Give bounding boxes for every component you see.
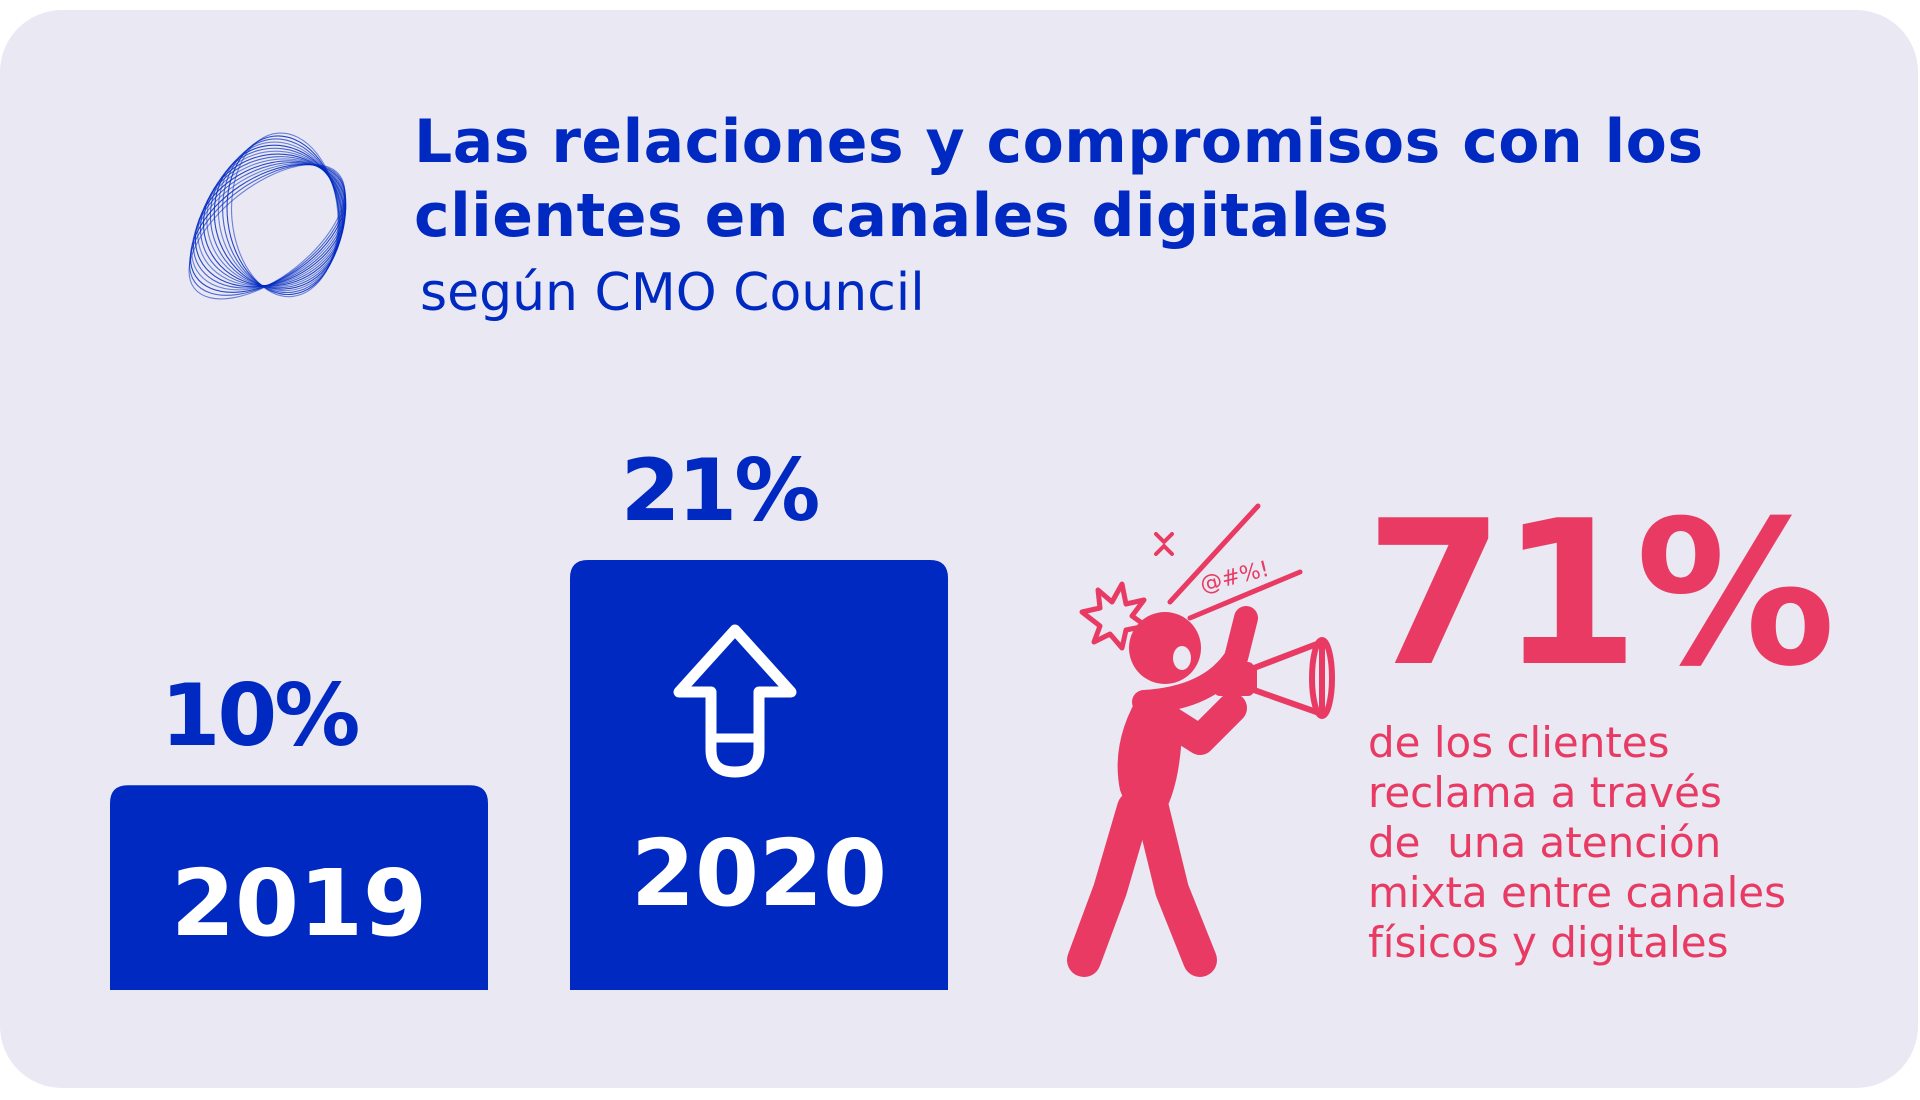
description-line: de los clientes xyxy=(1368,718,1670,767)
logo-ring-line xyxy=(194,160,347,288)
bar-value-label: 10% xyxy=(161,666,359,766)
shout-line xyxy=(1187,569,1303,621)
person-leg xyxy=(1135,791,1217,977)
person-leg xyxy=(1067,791,1151,977)
bar-2020 xyxy=(570,560,948,990)
burst-icon xyxy=(1079,581,1149,651)
anger-mark-icon xyxy=(1154,532,1174,556)
logo-ring-line xyxy=(199,156,346,287)
person-arm xyxy=(1132,606,1258,714)
description-line: de una atención xyxy=(1368,818,1722,867)
logo-ring-line xyxy=(202,153,346,287)
logo-ring-line xyxy=(222,138,341,294)
highlight-percent: 71% xyxy=(1365,478,1836,711)
logo-ring-line xyxy=(192,161,347,289)
logo-ring-line xyxy=(206,150,345,288)
logo-ring-line xyxy=(217,141,342,292)
page-subtitle: según CMO Council xyxy=(420,263,925,323)
logo-ring-line xyxy=(197,158,346,287)
logo-ring-line xyxy=(213,144,343,290)
bar-category-label: 2020 xyxy=(631,820,887,927)
title-line: clientes en canales digitales xyxy=(414,181,1390,251)
bar-value-label: 21% xyxy=(621,441,819,541)
bar-category-label: 2019 xyxy=(171,850,427,957)
logo-ring-line xyxy=(188,164,346,296)
logo-ring-line xyxy=(226,135,340,296)
description-line: físicos y digitales xyxy=(1368,918,1729,967)
bar-2019 xyxy=(110,785,488,990)
logo-ring-line xyxy=(230,132,339,298)
megaphone-bell xyxy=(1309,637,1335,719)
ring-swirl-logo-icon xyxy=(188,132,347,300)
description-line: reclama a través xyxy=(1368,768,1722,817)
title-line: Las relaciones y compromisos con los xyxy=(414,107,1704,177)
person-mouth xyxy=(1173,646,1191,670)
highlight-stat: 71% xyxy=(1365,478,1836,711)
highlight-description: de los clientes reclama a través de una … xyxy=(1368,718,1888,968)
person-shouting-megaphone-icon: @#%! xyxy=(1067,503,1335,977)
logo-ring-line xyxy=(191,163,347,291)
logo-ring-line xyxy=(209,147,344,289)
person-arm xyxy=(1141,693,1247,755)
megaphone-handle xyxy=(1214,662,1254,696)
page-title: Las relaciones y compromisos con los cli… xyxy=(414,105,1814,253)
logo-ring-line xyxy=(189,163,347,293)
shout-line xyxy=(1167,503,1261,605)
person-head xyxy=(1129,612,1201,684)
up-arrow-icon xyxy=(673,624,797,778)
description-line: mixta entre canales xyxy=(1368,868,1787,917)
logo-ring-line xyxy=(188,163,346,300)
